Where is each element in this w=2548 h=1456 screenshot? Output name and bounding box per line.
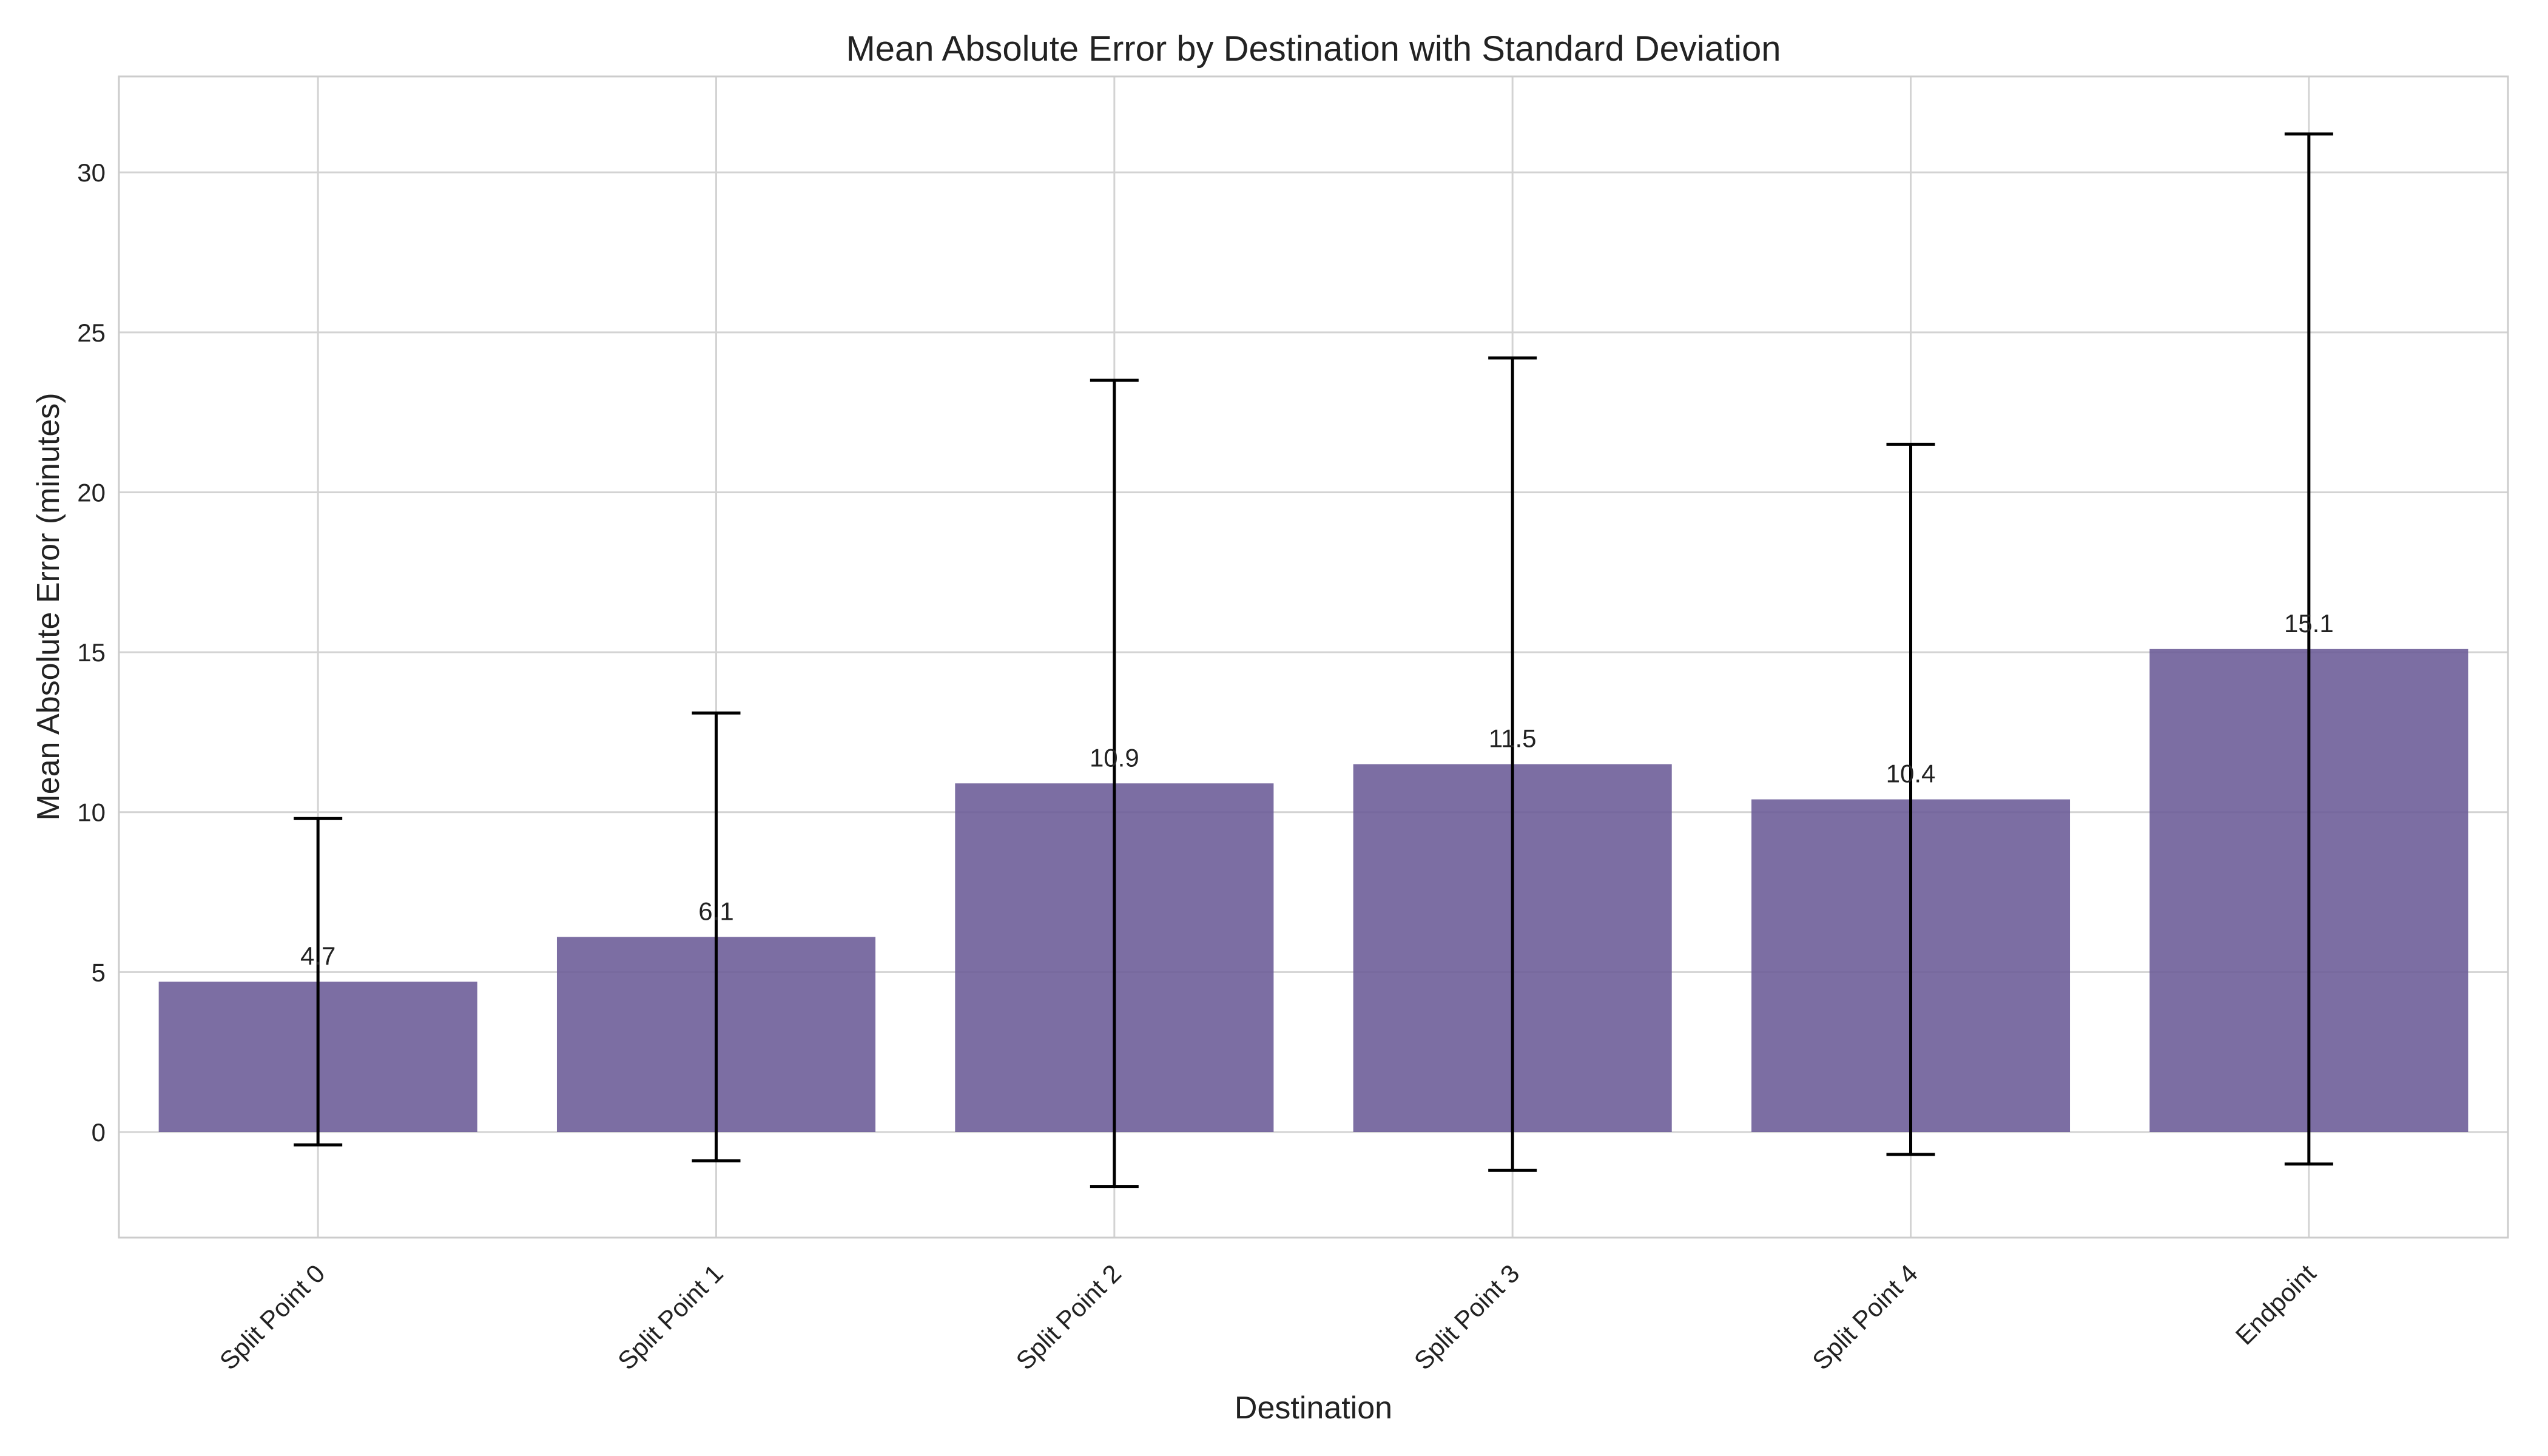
y-tick-label: 0 (92, 1118, 106, 1147)
value-label: 10.4 (1886, 760, 1936, 788)
y-tick-label: 25 (77, 318, 106, 347)
value-labels: 4.7 6.1 10.9 11.5 10.4 15.1 (300, 609, 2334, 970)
x-tick-label: Split Point 1 (612, 1259, 729, 1375)
value-label: 15.1 (2284, 609, 2334, 638)
bars (158, 649, 2469, 1132)
value-label: 11.5 (1489, 724, 1537, 753)
error-bars (294, 132, 2333, 1188)
x-tick-label: Endpoint (2230, 1259, 2322, 1350)
y-tick-label: 30 (77, 158, 106, 187)
value-label: 4.7 (300, 942, 335, 970)
y-tick-label: 5 (92, 958, 106, 986)
y-tick-label: 10 (77, 798, 106, 827)
y-tick-labels: 0 5 10 15 20 25 30 (77, 158, 106, 1147)
value-label: 10.9 (1090, 743, 1139, 772)
y-axis-label: Mean Absolute Error (minutes) (31, 393, 66, 820)
chart-title: Mean Absolute Error by Destination with … (846, 29, 1781, 69)
value-label: 6.1 (698, 897, 733, 925)
plot-frame (118, 75, 2509, 1239)
x-tick-label: Split Point 3 (1409, 1259, 1525, 1375)
x-tick-labels: Split Point 0 Split Point 1 Split Point 2 S… (214, 1259, 2322, 1375)
x-tick-label: Split Point 0 (214, 1259, 331, 1375)
x-axis-label: Destination (1235, 1390, 1392, 1426)
x-tick-label: Split Point 4 (1807, 1259, 1923, 1375)
y-tick-label: 15 (77, 638, 106, 667)
x-tick-label: Split Point 2 (1010, 1259, 1127, 1375)
y-tick-label: 20 (77, 478, 106, 507)
